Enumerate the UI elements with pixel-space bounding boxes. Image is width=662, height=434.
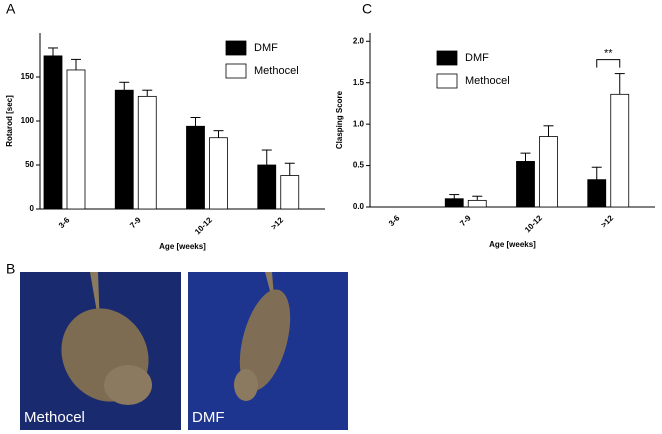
legend-swatch: [225, 40, 247, 56]
panel-label: B: [6, 261, 15, 277]
bar: [539, 136, 558, 208]
x-axis-label: Age [weeks]: [159, 242, 206, 251]
bar: [610, 93, 630, 208]
x-tick-label: 3-6: [387, 213, 402, 228]
y-tick-label: 1.5: [353, 78, 365, 87]
panel-label: A: [6, 1, 16, 17]
bar: [114, 89, 134, 210]
x-tick-label: >12: [599, 213, 615, 229]
photo-caption: Methocel: [24, 409, 85, 426]
bar: [444, 198, 464, 208]
bar: [257, 164, 277, 210]
y-tick-label: 0: [30, 204, 35, 213]
photo: DMF: [188, 272, 348, 430]
y-axis-label: Rotarod [sec]: [5, 95, 14, 147]
y-tick-label: 1.0: [353, 119, 365, 128]
legend-label: Methocel: [254, 65, 299, 77]
x-tick-label: >12: [269, 215, 285, 231]
x-tick-label: 10-12: [523, 213, 544, 234]
panel-label: C: [362, 1, 372, 17]
legend-label: Methocel: [465, 75, 510, 87]
x-tick-label: 7-9: [458, 213, 473, 228]
legend-label: DMF: [254, 42, 278, 54]
x-tick-label: 3-6: [57, 215, 72, 230]
bar: [186, 125, 205, 210]
y-tick-label: 0.5: [353, 161, 365, 170]
photo-caption: DMF: [192, 409, 225, 426]
y-tick-label: 50: [25, 160, 34, 169]
photo: Methocel: [20, 272, 181, 430]
significance-bracket: [596, 59, 621, 68]
y-tick-label: 100: [21, 116, 35, 125]
x-tick-label: 10-12: [193, 215, 214, 236]
legend-swatch: [225, 63, 247, 79]
y-tick-label: 0.0: [353, 202, 365, 211]
y-tick-label: 2.0: [353, 36, 365, 45]
legend-label: DMF: [465, 52, 489, 64]
x-axis-label: Age [weeks]: [489, 240, 536, 249]
legend-swatch: [436, 50, 458, 66]
y-tick-label: 150: [21, 72, 35, 81]
bar: [43, 55, 63, 210]
bar: [209, 137, 228, 210]
bar: [280, 175, 300, 210]
bar: [137, 95, 157, 210]
bar: [66, 69, 86, 210]
bar: [587, 179, 607, 208]
x-tick-label: 7-9: [128, 215, 143, 230]
annotation: **: [604, 48, 613, 60]
bar: [467, 199, 487, 208]
legend-swatch: [436, 73, 458, 89]
y-axis-label: Clasping Score: [335, 90, 344, 149]
bar: [516, 161, 535, 208]
